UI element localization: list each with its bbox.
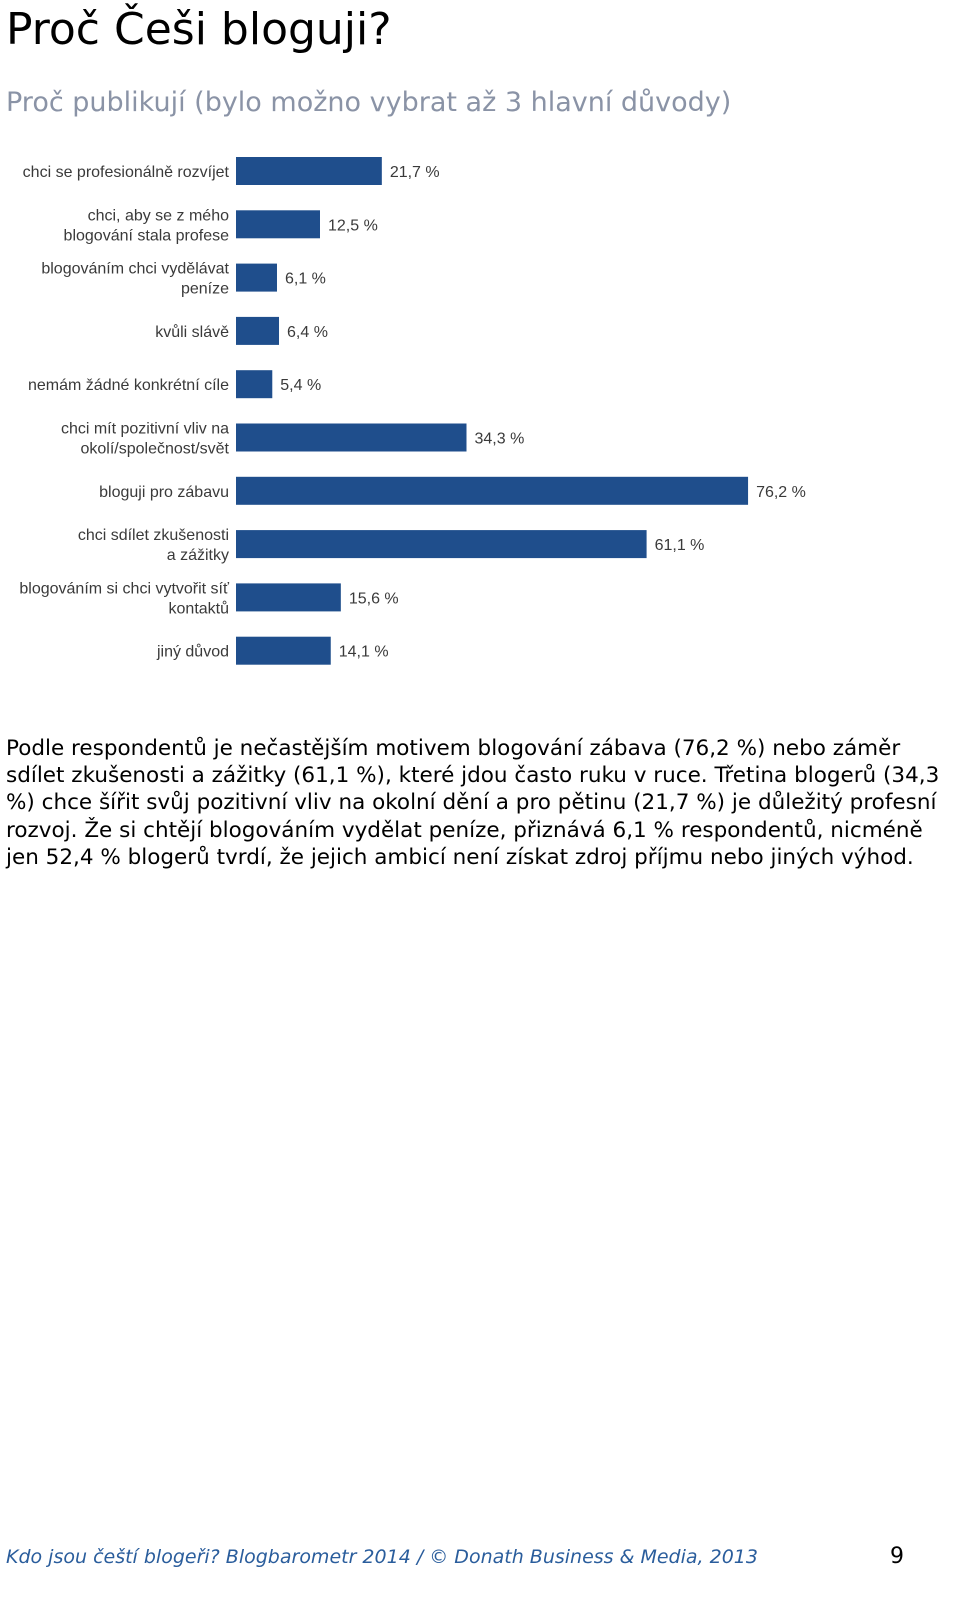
category-label-2-line-0: blogováním chci vydělávat [41,261,229,278]
bar-5 [236,423,467,452]
category-label-0-line-0: chci se profesionálně rozvíjet [23,164,230,181]
category-label-2-line-1: peníze [181,281,229,298]
bar-8 [236,583,341,612]
category-label-2: blogováním chci vydělávat peníze [41,261,229,298]
bar-7 [236,530,647,559]
value-label-6: 76,2 % [756,484,806,501]
value-label-8: 15,6 % [349,590,399,607]
category-label-4: nemám žádné konkrétní cíle [28,377,229,394]
category-label-9: jiný důvod [156,643,229,661]
category-label-5: chci mít pozitivní vliv na okolí/společno… [61,421,230,458]
bar-2 [236,263,277,292]
page-number: 9 [890,1544,904,1569]
category-label-1: chci, aby se z mého blogování stala profe… [64,207,230,244]
category-label-7-line-0: chci sdílet zkušenosti [78,527,229,544]
category-label-5-line-1: okolí/společnost/svět [80,441,229,458]
value-label-5: 34,3 % [474,431,524,448]
category-label-6-line-0: bloguji pro zábavu [99,484,229,501]
bar-0 [236,157,382,185]
bar-9 [236,636,331,665]
footer: Kdo jsou čeští blogeři? Blogbarometr 201… [6,1542,954,1574]
summary-paragraph: Podle respondentů je nečastějším motivem… [6,736,940,870]
category-label-7: chci sdílet zkušenosti a zážitky [78,527,229,564]
value-label-1: 12,5 % [328,217,378,234]
category-label-8-line-0: blogováním si chci vytvořit síť [19,580,230,597]
category-label-3: kvůli slávě [155,323,229,341]
value-label-2: 6,1 % [285,271,326,288]
chart-subtitle: Proč publikují (bylo možno vybrat až 3 h… [6,87,732,118]
category-label-1-line-0: chci, aby se z mého [88,207,230,224]
category-label-3-line-0: kvůli slávě [155,323,229,341]
value-label-0: 21,7 % [390,164,440,181]
category-label-6: bloguji pro zábavu [99,484,229,501]
motivation-bar-chart: 21,7 % chci se profesionálně rozvíjet 12,5… [19,157,806,665]
footer-source: Kdo jsou čeští blogeři? Blogbarometr 201… [6,1546,758,1568]
category-label-7-line-1: a zážitky [167,547,229,564]
category-label-0: chci se profesionálně rozvíjet [23,164,230,181]
category-label-9-line-0: jiný důvod [156,643,229,661]
category-label-5-line-0: chci mít pozitivní vliv na [61,421,229,438]
value-label-9: 14,1 % [339,644,389,661]
value-label-4: 5,4 % [280,377,321,394]
bar-4 [236,370,273,399]
page-title: Proč Češi bloguji? [6,4,392,55]
bar-6 [236,476,749,505]
value-label-3: 6,4 % [287,324,328,341]
category-label-8: blogováním si chci vytvořit síť kontaktů [19,580,230,617]
bar-1 [236,210,320,239]
bar-3 [236,316,280,345]
category-label-4-line-0: nemám žádné konkrétní cíle [28,377,229,394]
category-label-8-line-1: kontaktů [169,599,229,617]
value-label-7: 61,1 % [655,537,705,554]
category-label-1-line-1: blogování stala profese [64,227,230,244]
